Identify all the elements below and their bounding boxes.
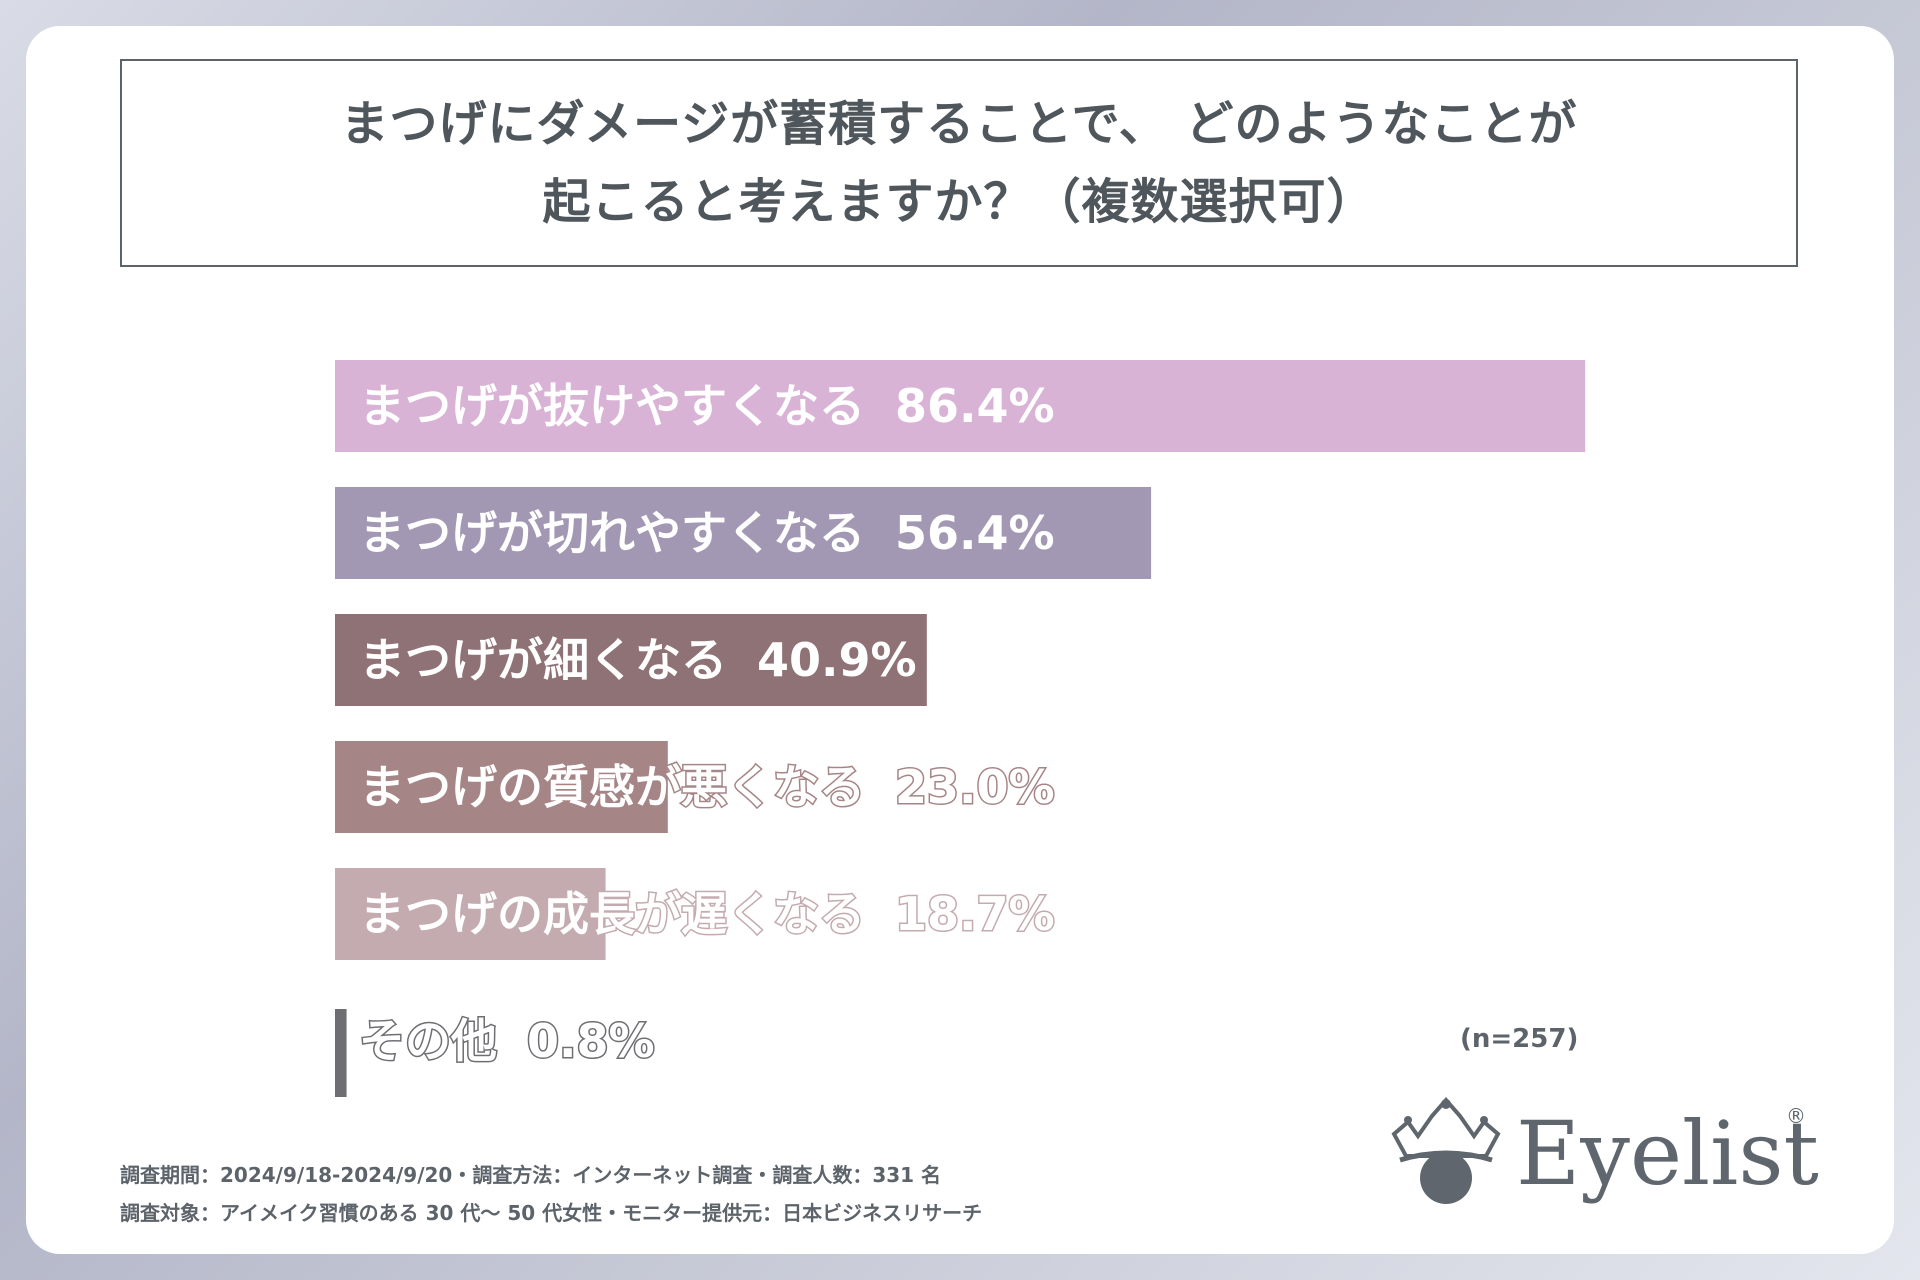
bar-label-4: まつげの質感が悪くなる 23.0% <box>359 760 1055 814</box>
bar-6 <box>335 1009 347 1097</box>
logo-wordmark: Eyelist <box>1516 1102 1819 1205</box>
category-label: その他 <box>359 1014 497 1068</box>
bar-label-2: まつげが切れやすくなる 56.4% <box>359 506 1055 560</box>
sample-size-label: (n=257) <box>1460 1024 1579 1054</box>
category-label: まつげが細くなる <box>359 633 727 687</box>
bar-label-3: まつげが細くなる 40.9% <box>359 633 917 687</box>
eyelist-logo: Eyelist ® <box>1386 1094 1826 1224</box>
survey-period-footnote: 調査期間：2024/9/18-2024/9/20・調査方法：インターネット調査・… <box>120 1163 942 1187</box>
category-label: まつげの成長が遅くなる <box>359 887 865 941</box>
bar-5 <box>335 868 606 960</box>
bar-3 <box>335 614 927 706</box>
value-label: 56.4% <box>895 506 1055 560</box>
bar-label-6: その他 0.8% <box>359 1014 655 1068</box>
value-label: 23.0% <box>895 760 1055 814</box>
category-label: まつげが抜けやすくなる <box>359 379 865 433</box>
survey-target-footnote: 調査対象：アイメイク習慣のある 30 代～ 50 代女性・モニター提供元：日本ビ… <box>120 1201 983 1225</box>
category-label: まつげが切れやすくなる <box>359 506 865 560</box>
question-title-box: まつげにダメージが蓄積することで、 どのようなことが 起こると考えますか？（複数… <box>120 59 1798 267</box>
bar-label-1: まつげが抜けやすくなる 86.4% <box>359 379 1055 433</box>
bar-2 <box>335 487 1152 579</box>
crown-eye-icon <box>1391 1096 1501 1204</box>
title-line-2: 起こると考えますか？（複数選択可） <box>542 174 1376 230</box>
category-label: まつげの質感が悪くなる <box>359 760 865 814</box>
value-label: 40.9% <box>757 633 917 687</box>
bar-1 <box>335 360 1586 452</box>
value-label: 86.4% <box>895 379 1055 433</box>
value-label: 18.7% <box>895 887 1055 941</box>
registered-mark: ® <box>1786 1104 1806 1128</box>
bar-label-5: まつげの成長が遅くなる 18.7% <box>359 887 1055 941</box>
value-label: 0.8% <box>527 1014 655 1068</box>
title-line-1: まつげにダメージが蓄積することで、 どのようなことが <box>340 96 1578 152</box>
bar-4 <box>335 741 668 833</box>
